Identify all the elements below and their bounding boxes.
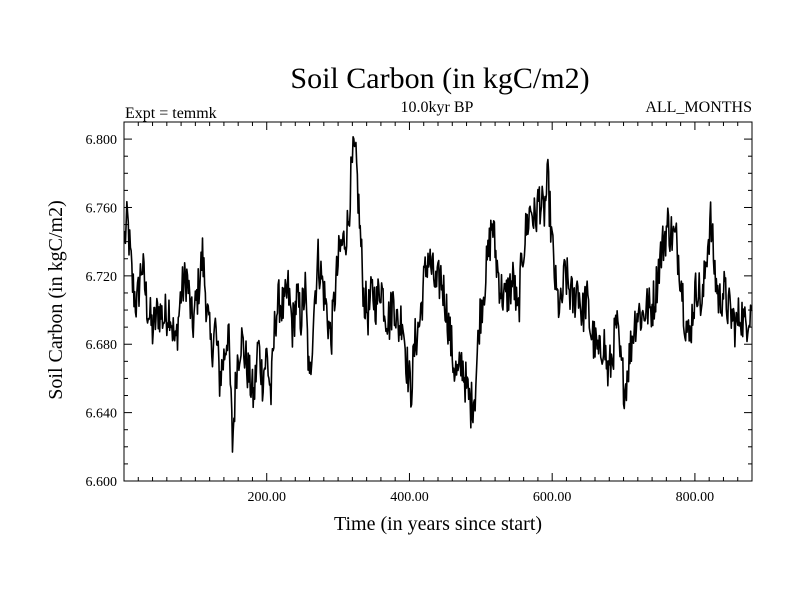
y-tick-label: 6.680 [86, 338, 118, 353]
x-tick-label: 200.00 [247, 490, 286, 505]
chart-subtitle: 10.0kyr BP [401, 99, 474, 116]
x-axis-label: Time (in years since start) [334, 513, 542, 535]
x-tick-label: 400.00 [390, 490, 429, 505]
y-tick-label: 6.760 [86, 201, 118, 216]
y-tick-label: 6.800 [86, 133, 118, 148]
plot-area: 200.00 400.00 600.00 800.00 6.600 6.640 6.680 6… [86, 121, 753, 505]
y-axis-label: Soil Carbon (in kgC/m2) [45, 200, 67, 399]
y-tick-label: 6.640 [86, 407, 118, 422]
y-tick-label: 6.600 [86, 475, 118, 490]
chart-title: Soil Carbon (in kgC/m2) [290, 62, 589, 95]
experiment-label: Expt = temmk [125, 105, 217, 122]
y-tick-label: 6.720 [86, 270, 118, 285]
x-tick-label: 800.00 [676, 490, 715, 505]
months-label: ALL_MONTHS [645, 99, 752, 116]
x-tick-label: 600.00 [533, 490, 572, 505]
series-line [123, 135, 753, 453]
